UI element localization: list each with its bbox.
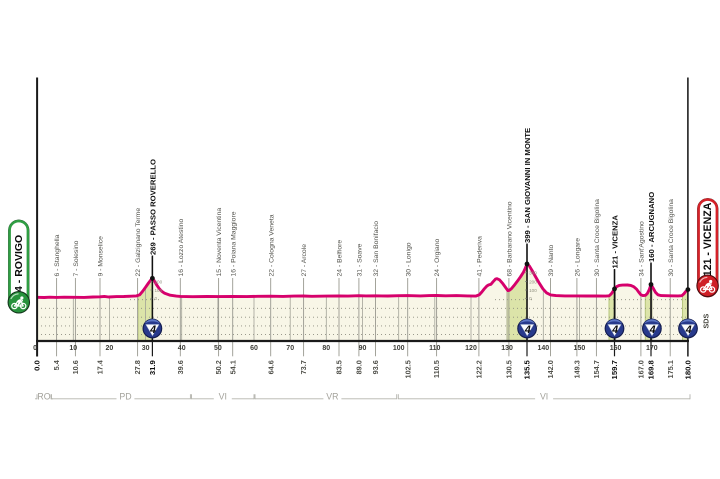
svg-text:27 - Arcole: 27 - Arcole (301, 244, 308, 277)
svg-text:34 - Sant'Agostino: 34 - Sant'Agostino (639, 221, 646, 277)
svg-text:200: 200 (155, 279, 163, 284)
svg-text:200: 200 (529, 279, 537, 284)
svg-text:150: 150 (574, 345, 586, 352)
svg-text:100: 100 (155, 288, 163, 293)
svg-text:170: 170 (646, 345, 658, 352)
svg-text:30 - Santa Croce Bigolina: 30 - Santa Croce Bigolina (594, 199, 601, 277)
svg-text:100: 100 (393, 345, 405, 352)
svg-text:5.4: 5.4 (52, 359, 61, 370)
svg-text:30: 30 (142, 345, 150, 352)
svg-text:142.0: 142.0 (546, 360, 555, 378)
svg-text:4: 4 (611, 324, 618, 336)
svg-text:26 - Longare: 26 - Longare (575, 238, 582, 277)
svg-text:102.5: 102.5 (403, 360, 412, 378)
svg-text:20: 20 (106, 345, 114, 352)
svg-text:9 - Monselice: 9 - Monselice (98, 236, 105, 277)
svg-text:4: 4 (149, 324, 156, 336)
svg-text:149.3: 149.3 (573, 360, 582, 378)
svg-text:83.5: 83.5 (335, 360, 344, 374)
svg-text:15 - Noventa Vicentina: 15 - Noventa Vicentina (216, 208, 223, 277)
svg-text:39.6: 39.6 (176, 360, 185, 374)
svg-text:175.1: 175.1 (666, 360, 675, 378)
svg-text:160: 160 (610, 345, 622, 352)
svg-text:39 - Nanto: 39 - Nanto (548, 245, 555, 277)
svg-text:120: 120 (465, 345, 477, 352)
svg-text:0: 0 (33, 345, 37, 352)
svg-text:30 - Lonigo: 30 - Lonigo (405, 242, 412, 276)
svg-text:50.2: 50.2 (214, 360, 223, 374)
svg-text:41 - Pederiva: 41 - Pederiva (477, 236, 484, 277)
svg-text:4: 4 (524, 324, 531, 336)
svg-text:6 - Stanghella: 6 - Stanghella (54, 234, 61, 276)
svg-text:17.4: 17.4 (96, 359, 105, 374)
svg-text:0: 0 (529, 296, 532, 301)
svg-text:121 - VICENZA: 121 - VICENZA (611, 215, 620, 269)
svg-text:10: 10 (69, 345, 77, 352)
svg-text:122.2: 122.2 (475, 360, 484, 378)
svg-text:40: 40 (178, 345, 186, 352)
svg-text:RO: RO (37, 392, 50, 402)
svg-text:110: 110 (429, 345, 440, 352)
svg-text:90: 90 (359, 345, 367, 352)
svg-text:160 - ARCUGNANO: 160 - ARCUGNANO (647, 192, 656, 262)
svg-text:60: 60 (250, 345, 258, 352)
svg-text:24 - Orgiano: 24 - Orgiano (434, 238, 441, 276)
svg-text:80: 80 (322, 345, 330, 352)
svg-text:269 - PASSO ROVERELLO: 269 - PASSO ROVERELLO (148, 159, 157, 255)
svg-text:32 - San Bonifacio: 32 - San Bonifacio (373, 221, 380, 277)
svg-text:VI: VI (540, 392, 548, 402)
svg-text:4: 4 (685, 324, 692, 336)
svg-text:121 - VICENZA: 121 - VICENZA (702, 202, 714, 276)
svg-text:169.8: 169.8 (647, 359, 656, 379)
svg-text:110.5: 110.5 (432, 360, 441, 378)
svg-text:180.0: 180.0 (684, 360, 693, 379)
svg-text:93.6: 93.6 (371, 360, 380, 374)
svg-text:4: 4 (649, 324, 656, 336)
svg-text:27.8: 27.8 (133, 360, 142, 374)
svg-text:54.1: 54.1 (228, 360, 237, 374)
svg-text:16 - Lozzo Atestino: 16 - Lozzo Atestino (178, 218, 185, 276)
svg-text:4 - ROVIGO: 4 - ROVIGO (13, 235, 25, 292)
svg-text:31.9: 31.9 (148, 360, 157, 375)
svg-text:64.6: 64.6 (266, 360, 275, 374)
svg-text:68 - Barbarano Vicentino: 68 - Barbarano Vicentino (507, 201, 514, 276)
svg-text:140: 140 (537, 345, 549, 352)
svg-text:154.7: 154.7 (592, 360, 601, 378)
svg-text:159.7: 159.7 (610, 360, 619, 379)
svg-text:VI: VI (219, 392, 227, 402)
svg-text:24 - Belfiore: 24 - Belfiore (337, 240, 344, 277)
svg-text:89.0: 89.0 (355, 360, 364, 374)
svg-text:130: 130 (501, 345, 513, 352)
svg-text:399 - SAN GIOVANNI IN MONTE: 399 - SAN GIOVANNI IN MONTE (523, 128, 532, 243)
svg-text:130.5: 130.5 (505, 360, 514, 378)
svg-text:7 - Solesino: 7 - Solesino (73, 240, 80, 276)
svg-text:0: 0 (155, 296, 158, 301)
svg-text:135.5: 135.5 (523, 359, 532, 379)
svg-text:VR: VR (326, 392, 338, 402)
svg-text:SDS: SDS (702, 314, 711, 329)
svg-text:50: 50 (214, 345, 222, 352)
svg-text:31 - Soave: 31 - Soave (357, 243, 364, 276)
svg-text:22 - Cologna Veneta: 22 - Cologna Veneta (268, 214, 275, 276)
svg-text:100: 100 (529, 288, 537, 293)
svg-text:PD: PD (119, 392, 131, 402)
svg-text:22 - Galzignano Terme: 22 - Galzignano Terme (135, 208, 142, 277)
svg-text:30 - Santa Croce Bigolina: 30 - Santa Croce Bigolina (668, 199, 675, 277)
svg-text:0.0: 0.0 (33, 360, 42, 371)
svg-text:167.0: 167.0 (637, 360, 646, 378)
svg-text:16 - Poiana Maggiore: 16 - Poiana Maggiore (230, 211, 237, 276)
svg-text:10.6: 10.6 (71, 360, 80, 374)
svg-text:70: 70 (286, 345, 294, 352)
svg-text:73.7: 73.7 (299, 360, 308, 374)
svg-text:300: 300 (529, 271, 537, 276)
